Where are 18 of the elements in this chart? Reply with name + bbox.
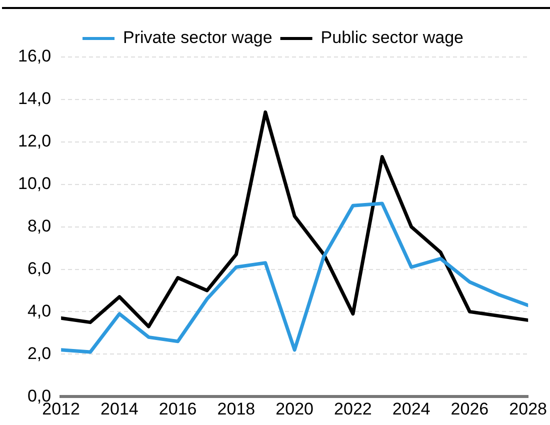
x-tick-label: 2024	[392, 399, 430, 418]
x-tick-label: 2022	[334, 399, 372, 418]
legend-label: Private sector wage	[123, 28, 272, 48]
x-tick-label: 2028	[509, 399, 548, 418]
y-tick-label: 2,0	[27, 344, 52, 363]
x-tick-label: 2018	[217, 399, 256, 418]
y-tick-label: 10,0	[18, 174, 52, 194]
x-tick-label: 2016	[158, 399, 197, 418]
legend-label: Public sector wage	[320, 28, 464, 48]
y-tick-label: 12,0	[18, 132, 52, 151]
y-tick-label: 8,0	[27, 216, 52, 236]
x-tick-label: 2020	[276, 399, 314, 418]
x-tick-label: 2026	[450, 399, 489, 418]
y-tick-label: 4,0	[27, 301, 52, 320]
y-tick-label: 14,0	[18, 89, 52, 108]
x-tick-label: 2014	[100, 399, 138, 418]
y-tick-label: 6,0	[27, 258, 52, 278]
y-tick-label: 16,0	[18, 46, 52, 66]
